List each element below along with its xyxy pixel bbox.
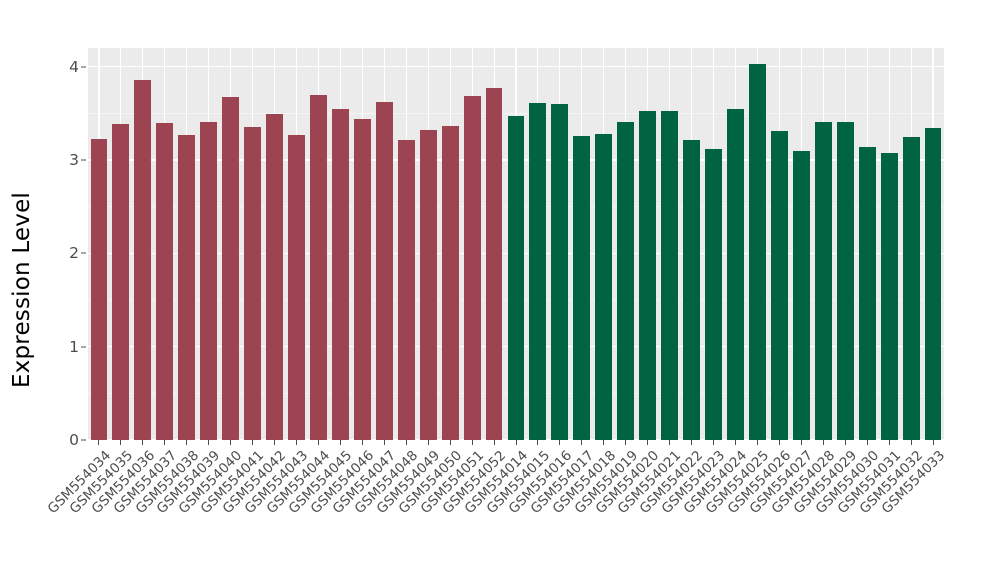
- bar: [551, 104, 569, 440]
- y-axis-tick-mark: [81, 252, 86, 254]
- y-axis-tick-label: 3: [69, 151, 79, 169]
- x-axis-tick-mark: [581, 440, 583, 445]
- y-axis-tick-mark: [81, 66, 86, 68]
- x-axis-tick-mark: [208, 440, 210, 445]
- bar: [178, 134, 196, 440]
- x-axis-tick-mark: [405, 440, 407, 445]
- bar: [353, 118, 371, 440]
- x-axis-tick-mark: [647, 440, 649, 445]
- x-axis-tick-mark: [164, 440, 166, 445]
- bar: [288, 134, 305, 440]
- bar: [727, 108, 744, 440]
- bar: [748, 63, 766, 440]
- bar: [485, 88, 503, 440]
- y-axis: 0 1 2 3 4: [48, 0, 88, 580]
- bar: [639, 111, 657, 440]
- bar: [858, 146, 876, 440]
- bar: [705, 148, 722, 440]
- x-axis-tick-mark: [866, 440, 868, 445]
- bar: [661, 111, 679, 440]
- x-axis-tick-mark: [822, 440, 824, 445]
- x-axis-tick-mark: [800, 440, 802, 445]
- y-axis-tick-label: 2: [69, 244, 79, 263]
- x-axis-tick-mark: [493, 440, 495, 445]
- bar: [880, 152, 898, 440]
- bar: [310, 94, 327, 440]
- x-axis-tick-mark: [317, 440, 319, 445]
- bar: [397, 140, 415, 440]
- x-axis-tick-mark: [910, 440, 912, 445]
- x-axis: GSM554034 GSM554035 GSM554036 GSM554037 GSM5…: [44, 440, 948, 580]
- x-axis-tick-mark: [383, 440, 385, 445]
- bar: [90, 139, 108, 440]
- bar: [529, 103, 547, 440]
- x-axis-tick-mark: [778, 440, 780, 445]
- bar: [266, 114, 283, 440]
- x-axis-tick-mark: [713, 440, 715, 445]
- x-axis-tick-mark: [515, 440, 517, 445]
- x-axis-tick-mark: [427, 440, 429, 445]
- bar: [683, 140, 701, 440]
- y-axis-title: Expression Level: [9, 191, 35, 389]
- x-axis-tick-mark: [142, 440, 144, 445]
- x-axis-tick-mark: [559, 440, 561, 445]
- x-axis-tick-mark: [691, 440, 693, 445]
- y-axis-tick-label: 4: [69, 57, 79, 76]
- bar: [463, 95, 481, 440]
- bar: [244, 127, 262, 440]
- bar: [112, 123, 130, 440]
- bar: [375, 102, 393, 440]
- bar: [770, 131, 788, 440]
- bar: [792, 150, 810, 440]
- x-axis-tick-mark: [603, 440, 605, 445]
- y-axis-tick-mark: [81, 159, 86, 161]
- bar: [419, 130, 437, 440]
- x-axis-tick-mark: [471, 440, 473, 445]
- x-axis-tick-mark: [625, 440, 627, 445]
- bar: [200, 121, 218, 440]
- x-axis-tick-mark: [230, 440, 232, 445]
- x-axis-tick-mark: [274, 440, 276, 445]
- x-axis-tick-mark: [339, 440, 341, 445]
- bar: [134, 79, 152, 440]
- y-axis-tick-mark: [81, 346, 86, 348]
- bar: [507, 116, 525, 440]
- x-axis-tick-mark: [669, 440, 671, 445]
- y-axis-tick-mark: [81, 439, 86, 441]
- bar: [836, 121, 854, 440]
- bar: [814, 121, 832, 440]
- bar: [595, 133, 613, 440]
- x-axis-tick-mark: [252, 440, 254, 445]
- bar: [156, 122, 174, 440]
- bar: [441, 126, 459, 440]
- x-axis-tick-mark: [537, 440, 539, 445]
- x-axis-tick-mark: [186, 440, 188, 445]
- plot-panel: [88, 48, 944, 440]
- x-axis-tick-mark: [888, 440, 890, 445]
- x-axis-tick-mark: [449, 440, 451, 445]
- x-axis-tick-mark: [734, 440, 736, 445]
- x-axis-tick-mark: [932, 440, 934, 445]
- bar: [924, 128, 942, 440]
- x-axis-tick-mark: [361, 440, 363, 445]
- x-axis-tick-mark: [844, 440, 846, 445]
- bar: [331, 108, 349, 440]
- bar: [573, 135, 591, 440]
- bar: [222, 97, 240, 440]
- x-axis-tick-mark: [120, 440, 122, 445]
- y-axis-tick-label: 0: [69, 431, 79, 449]
- x-axis-tick-mark: [296, 440, 297, 445]
- bar: [617, 121, 635, 440]
- x-axis-tick-mark: [98, 440, 100, 445]
- x-axis-tick-mark: [756, 440, 758, 445]
- y-axis-tick-label: 1: [69, 337, 79, 356]
- bar: [902, 136, 920, 440]
